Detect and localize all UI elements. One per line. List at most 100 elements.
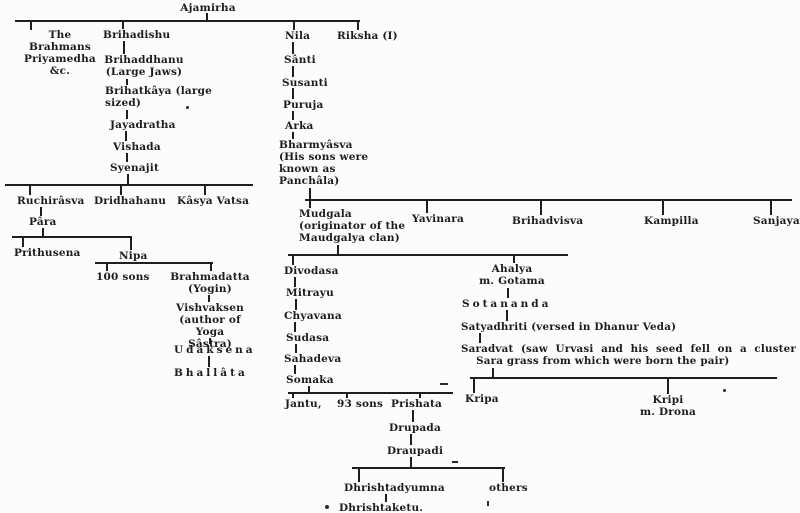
- connector-line: [410, 434, 412, 445]
- node-susanti: Susanti: [282, 77, 328, 89]
- connector-line: [126, 110, 128, 119]
- node-satyadhriti: Satyadhriti (versed in Dhanur Veda): [461, 321, 677, 333]
- connector-line: [208, 295, 210, 302]
- connector-line: [292, 42, 294, 54]
- node-ajamirha: Ajamirha: [180, 2, 236, 14]
- connector-line: [5, 184, 253, 186]
- node-saradvat: Saradvat (saw Urvasi and his seed fell o…: [461, 343, 796, 367]
- node-brihaddhanu: Brihaddhanu (Large Jaws): [104, 54, 184, 78]
- connector-line: [126, 153, 128, 162]
- node-brihatkaya: Brihatkâya (large sized): [105, 85, 213, 109]
- connector-line: [662, 201, 664, 215]
- scan-artifact: [723, 389, 726, 392]
- scan-artifact: [186, 106, 189, 109]
- connector-line: [126, 79, 128, 85]
- connector-line: [22, 238, 24, 247]
- connector-line: [357, 21, 359, 30]
- connector-line: [294, 277, 296, 287]
- scan-artifact: [440, 383, 448, 385]
- scan-artifact: [325, 505, 329, 509]
- node-vishada: Vishada: [113, 141, 161, 153]
- node-brahmans: The Brahmans Priyamedha &c.: [24, 29, 96, 77]
- connector-line: [292, 132, 294, 139]
- connector-line: [292, 111, 294, 120]
- connector-line: [473, 379, 475, 393]
- node-sahadeva: Sahadeva: [284, 353, 342, 365]
- node-nipa: Nipa: [119, 250, 148, 262]
- node-jayadratha: Jayadratha: [110, 119, 176, 131]
- connector-line: [305, 199, 792, 201]
- connector-line: [385, 494, 387, 502]
- connector-line: [292, 256, 294, 265]
- node-dhrishtaketu: Dhrishtaketu.: [339, 502, 424, 513]
- node-arka: Arka: [285, 120, 314, 132]
- connector-line: [42, 228, 44, 236]
- node-kasya-vatsa: Kâsya Vatsa: [177, 195, 250, 207]
- node-bharmyasva: Bharmyâsva (His sons were known as Panch…: [279, 139, 369, 187]
- connector-line: [292, 66, 294, 77]
- node-jantu: Jantu,: [285, 398, 322, 410]
- connector-line: [470, 377, 777, 379]
- node-bhallata: Bhallâta: [174, 367, 248, 379]
- scan-artifact: [487, 501, 489, 506]
- connector-line: [208, 356, 210, 367]
- connector-line: [506, 310, 508, 321]
- connector-line: [513, 256, 515, 263]
- node-prithusena: Prithusena: [14, 247, 81, 259]
- node-kampilla: Kampilla: [644, 215, 699, 227]
- node-udaksena: Udaksena: [174, 344, 256, 356]
- connector-line: [479, 333, 481, 343]
- node-dridhahanu: Dridhahanu: [94, 195, 167, 207]
- node-kripi: Kripi m. Drona: [639, 394, 697, 418]
- connector-line: [122, 21, 124, 29]
- connector-line: [358, 469, 360, 482]
- connector-line: [308, 386, 310, 392]
- node-brihadvisva: Brihadvisva: [512, 215, 584, 227]
- connector-line: [120, 186, 122, 195]
- connector-line: [419, 394, 421, 398]
- node-hundred-sons: 100 sons: [96, 271, 150, 283]
- scan-artifact: [452, 461, 458, 463]
- node-sanjaya: Sanjaya: [753, 215, 800, 227]
- connector-line: [346, 394, 348, 398]
- node-vishvaksen: Vishvaksen (author of Yoga Sâstra): [176, 302, 244, 350]
- connector-line: [210, 264, 212, 271]
- connector-line: [352, 467, 505, 469]
- node-dhrishtadyumna: Dhrishtadyumna: [344, 482, 445, 494]
- connector-line: [293, 21, 295, 30]
- node-drupada: Drupada: [389, 422, 441, 434]
- node-nila: Nila: [285, 30, 311, 42]
- connector-line: [292, 394, 294, 398]
- node-ruchirasva: Ruchirâsva: [17, 195, 85, 207]
- node-brihadishu: Brihadishu: [103, 29, 171, 41]
- connector-line: [15, 20, 360, 22]
- connector-line: [29, 186, 31, 195]
- node-mitrayu: Mitrayu: [286, 287, 334, 299]
- connector-line: [123, 41, 125, 54]
- node-others: others: [489, 482, 528, 494]
- connector-line: [507, 288, 509, 298]
- connector-line: [410, 457, 412, 467]
- node-brahmadatta: Brahmadatta (Yogin): [170, 271, 250, 295]
- connector-line: [492, 368, 494, 377]
- node-riksha: Riksha (I): [337, 30, 398, 42]
- node-draupadi: Draupadi: [387, 445, 444, 457]
- connector-line: [426, 201, 428, 213]
- node-sotananda: Sotananda: [462, 298, 552, 310]
- connector-line: [106, 264, 108, 271]
- node-yavinara: Yavinara: [412, 213, 464, 225]
- connector-line: [337, 245, 339, 254]
- connector-line: [40, 207, 42, 216]
- connector-line: [294, 322, 296, 332]
- connector-line: [667, 379, 669, 394]
- node-puruja: Puruja: [283, 99, 324, 111]
- connector-line: [209, 338, 211, 344]
- connector-line: [292, 88, 294, 99]
- node-93-sons: 93 sons: [337, 398, 384, 410]
- connector-line: [125, 131, 127, 141]
- connector-line: [130, 238, 132, 250]
- connector-line: [295, 299, 297, 310]
- node-sudasa: Sudasa: [286, 332, 330, 344]
- connector-line: [309, 188, 311, 199]
